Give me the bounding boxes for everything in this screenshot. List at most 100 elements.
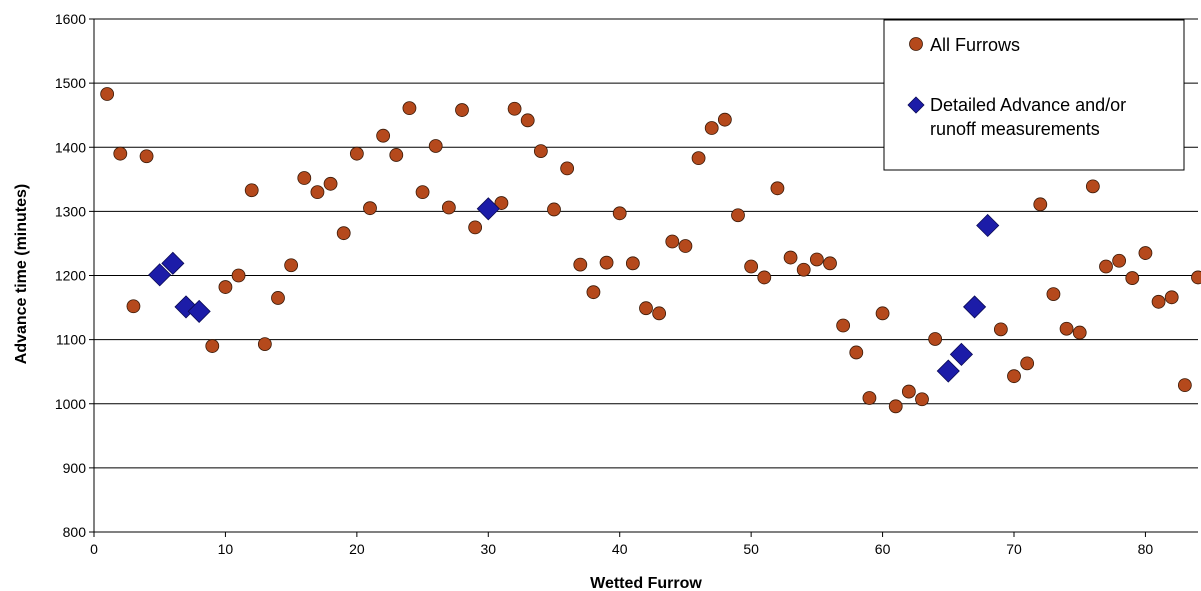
all-furrows-point [613, 207, 626, 220]
all-furrows-point [1073, 326, 1086, 339]
x-tick-label: 0 [90, 541, 98, 557]
y-axis-title: Advance time (minutes) [13, 184, 30, 364]
all-furrows-point [916, 393, 929, 406]
all-furrows-point [1178, 379, 1191, 392]
all-furrows-point [324, 177, 337, 190]
all-furrows-point [929, 332, 942, 345]
y-tick-label: 1500 [55, 75, 86, 91]
legend-label-detailed-line-1: Detailed Advance and/or [930, 95, 1126, 115]
all-furrows-point [350, 147, 363, 160]
all-furrows-point [732, 209, 745, 222]
all-furrows-point [1126, 272, 1139, 285]
all-furrows-point [285, 259, 298, 272]
all-furrows-point [272, 291, 285, 304]
x-tick-label: 10 [218, 541, 234, 557]
all-furrows-point [1060, 322, 1073, 335]
all-furrows-point [429, 139, 442, 152]
all-furrows-point [548, 203, 561, 216]
all-furrows-point [587, 286, 600, 299]
y-tick-label: 1000 [55, 396, 86, 412]
all-furrows-point [127, 300, 140, 313]
all-furrows-point [771, 182, 784, 195]
x-tick-label: 80 [1138, 541, 1154, 557]
detailed-measurement-point [937, 360, 959, 382]
all-furrows-point [1034, 198, 1047, 211]
all-furrows-point [140, 150, 153, 163]
all-furrows-point [902, 385, 915, 398]
all-furrows-point [718, 113, 731, 126]
y-tick-label: 1400 [55, 139, 86, 155]
all-furrows-point [653, 307, 666, 320]
all-furrows-point [1021, 357, 1034, 370]
all-furrows-point [442, 201, 455, 214]
all-furrows-point [679, 240, 692, 253]
all-furrows-point [1100, 260, 1113, 273]
all-furrows-point [377, 129, 390, 142]
all-furrows-point [626, 257, 639, 270]
all-furrows-point [521, 114, 534, 127]
all-furrows-point [850, 346, 863, 359]
x-tick-label: 50 [743, 541, 759, 557]
all-furrows-point [692, 152, 705, 165]
all-furrows-point [1086, 180, 1099, 193]
y-tick-label: 1100 [56, 332, 86, 348]
all-furrows-point [232, 269, 245, 282]
all-furrows-point [403, 102, 416, 115]
legend: All Furrows Detailed Advance and/or runo… [884, 20, 1184, 170]
x-tick-label: 30 [480, 541, 496, 557]
all-furrows-point [1165, 291, 1178, 304]
legend-label-all-furrows: All Furrows [930, 35, 1020, 55]
all-furrows-point [1008, 370, 1021, 383]
all-furrows-point [640, 302, 653, 315]
y-tick-label: 1200 [55, 268, 86, 284]
all-furrows-point [863, 391, 876, 404]
all-furrows-point [837, 319, 850, 332]
x-axis-title: Wetted Furrow [590, 575, 702, 591]
x-tick-label: 70 [1006, 541, 1022, 557]
all-furrows-point [219, 281, 232, 294]
x-tick-label: 20 [349, 541, 365, 557]
all-furrows-point [298, 172, 311, 185]
all-furrows-point [1047, 288, 1060, 301]
all-furrows-point [889, 400, 902, 413]
detailed-measurement-point [964, 296, 986, 318]
x-tick-label: 60 [875, 541, 891, 557]
all-furrows-point [1139, 247, 1152, 260]
all-furrows-point [797, 263, 810, 276]
all-furrows-point [508, 102, 521, 115]
all-furrows-point [245, 184, 258, 197]
legend-circle-marker [910, 38, 923, 51]
all-furrows-point [745, 260, 758, 273]
all-furrows-point [784, 251, 797, 264]
all-furrows-point [534, 145, 547, 158]
all-furrows-point [876, 307, 889, 320]
y-tick-label: 800 [63, 524, 87, 540]
all-furrows-point [994, 323, 1007, 336]
all-furrows-point [1152, 295, 1165, 308]
all-furrows-point [1192, 271, 1201, 284]
all-furrows-point [1113, 254, 1126, 267]
all-furrows-point [456, 104, 469, 117]
all-furrows-point [101, 88, 114, 101]
legend-label-detailed-line-2: runoff measurements [930, 119, 1100, 139]
y-tick-label: 1300 [55, 203, 86, 219]
all-furrows-point [600, 256, 613, 269]
all-furrows-point [337, 227, 350, 240]
all-furrows-point [390, 148, 403, 161]
all-furrows-point [311, 186, 324, 199]
y-tick-label: 900 [63, 460, 87, 476]
y-tick-label: 1600 [55, 11, 86, 27]
all-furrows-point [810, 253, 823, 266]
x-tick-label: 40 [612, 541, 628, 557]
all-furrows-point [114, 147, 127, 160]
all-furrows-point [206, 340, 219, 353]
all-furrows-point [258, 338, 271, 351]
all-furrows-point [824, 257, 837, 270]
all-furrows-point [469, 221, 482, 234]
all-furrows-point [758, 271, 771, 284]
all-furrows-point [666, 235, 679, 248]
all-furrows-point [705, 122, 718, 135]
all-furrows-point [574, 258, 587, 271]
detailed-measurement-point [977, 214, 999, 236]
